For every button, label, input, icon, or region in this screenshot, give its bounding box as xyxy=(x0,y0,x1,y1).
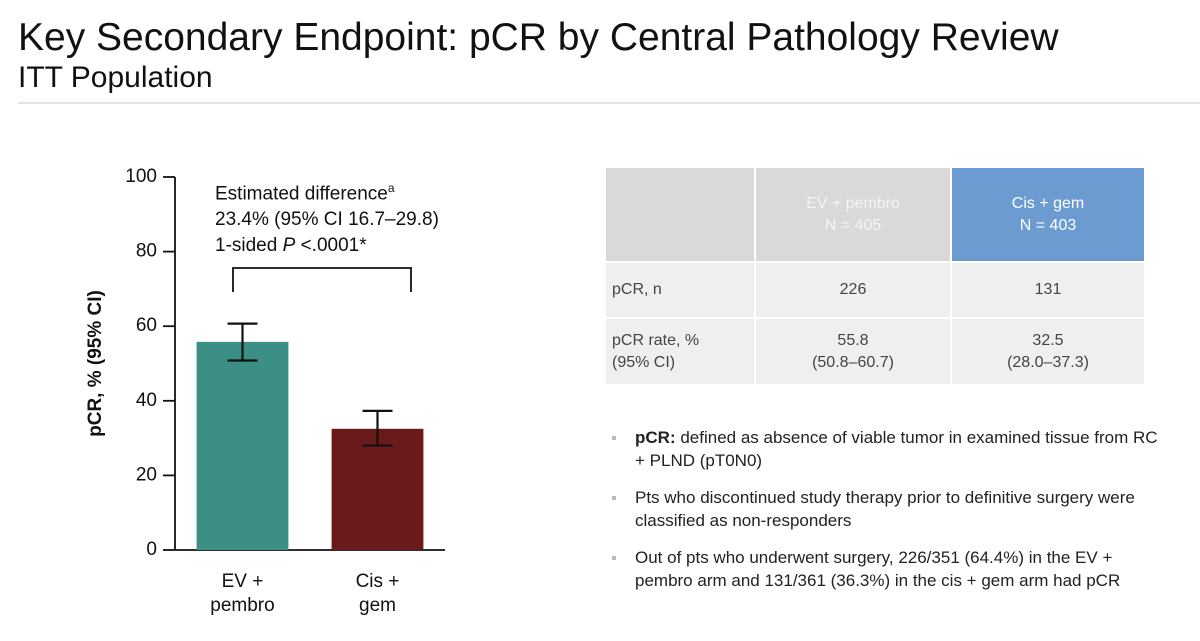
x-tick-label-line: EV + xyxy=(222,571,264,592)
bar xyxy=(331,428,424,550)
y-tick-label: 100 xyxy=(125,166,157,187)
x-tick-label-line: gem xyxy=(359,595,396,616)
subtitle: ITT Population xyxy=(18,61,213,94)
chart: 0 20 40 60 80 100 pCR, % (95% CI) EV + pembro Cis… xyxy=(85,166,445,616)
column-n: N = 403 xyxy=(1019,216,1077,234)
p-prefix: 1-sided xyxy=(215,235,278,257)
x-tick-label-line: pembro xyxy=(210,595,274,616)
bar xyxy=(196,341,289,550)
bullet-list: pCR: defined as absence of viable tumor … xyxy=(610,426,1170,606)
p-symbol: P xyxy=(282,235,296,257)
y-tick-label: 0 xyxy=(146,539,157,560)
annotation-line: Estimated differencea xyxy=(215,175,439,207)
bullet-text: defined as absence of viable tumor in ex… xyxy=(635,428,1158,470)
row-label-line: pCR, n xyxy=(612,281,662,298)
column-n: N = 405 xyxy=(824,216,882,234)
table-cell: 55.8 (50.8–60.7) xyxy=(755,318,951,385)
x-tick-label: EV + pembro xyxy=(210,571,274,616)
row-label-line: pCR rate, % xyxy=(612,331,700,349)
column-header: EV + pembro N = 405 xyxy=(755,167,951,262)
table-cell: 131 xyxy=(951,262,1145,318)
row-label-line: (95% CI) xyxy=(612,353,676,371)
cell-line: 32.5 xyxy=(1032,331,1064,349)
row-label: pCR rate, % (95% CI) xyxy=(605,318,755,385)
p-value: <.0001* xyxy=(300,235,367,257)
y-tick-label: 40 xyxy=(136,390,157,411)
bracket xyxy=(232,267,412,292)
cell-line: (28.0–37.3) xyxy=(1007,353,1089,371)
cell-line: (50.8–60.7) xyxy=(812,353,894,371)
bullet: pCR: defined as absence of viable tumor … xyxy=(610,426,1170,472)
divider xyxy=(18,102,1200,104)
annotation-line: 1-sided P <.0001* xyxy=(215,233,439,259)
y-tick-label: 20 xyxy=(136,464,157,485)
bullet-term: pCR: xyxy=(635,428,676,447)
error-bar xyxy=(227,322,258,362)
column-name: Cis + gem xyxy=(1011,194,1085,212)
cell-line: 226 xyxy=(839,281,867,298)
bullet: Out of pts who underwent surgery, 226/35… xyxy=(610,546,1170,592)
cell-line: 55.8 xyxy=(837,331,869,349)
y-tick-label: 60 xyxy=(136,315,157,336)
annotation: Estimated differencea 23.4% (95% CI 16.7… xyxy=(215,175,439,259)
table-cell: 226 xyxy=(755,262,951,318)
bullet: Pts who discontinued study therapy prior… xyxy=(610,486,1170,532)
annotation-heading: Estimated difference xyxy=(215,183,388,205)
title: Key Secondary Endpoint: pCR by Central P… xyxy=(18,16,1059,59)
x-tick-label-line: Cis + xyxy=(356,571,400,592)
bullet-text: Out of pts who underwent surgery, 226/35… xyxy=(635,548,1121,590)
annotation-line: 23.4% (95% CI 16.7–29.8) xyxy=(215,209,439,231)
column-name: EV + pembro xyxy=(806,194,900,212)
row-label: pCR, n xyxy=(605,262,755,318)
x-tick-label: Cis + gem xyxy=(356,571,400,616)
table-corner xyxy=(605,167,755,262)
cell-line: 131 xyxy=(1034,281,1062,298)
column-header: Cis + gem N = 403 xyxy=(951,167,1145,262)
error-bar xyxy=(362,409,393,447)
y-axis-label: pCR, % (95% CI) xyxy=(85,290,106,437)
table: EV + pembro N = 405 Cis + gem N = 403 pCR, n… xyxy=(605,167,1145,385)
footnote-mark: a xyxy=(387,181,395,195)
table-cell: 32.5 (28.0–37.3) xyxy=(951,318,1145,385)
y-tick-label: 80 xyxy=(136,241,157,262)
bullet-text: Pts who discontinued study therapy prior… xyxy=(635,488,1135,530)
